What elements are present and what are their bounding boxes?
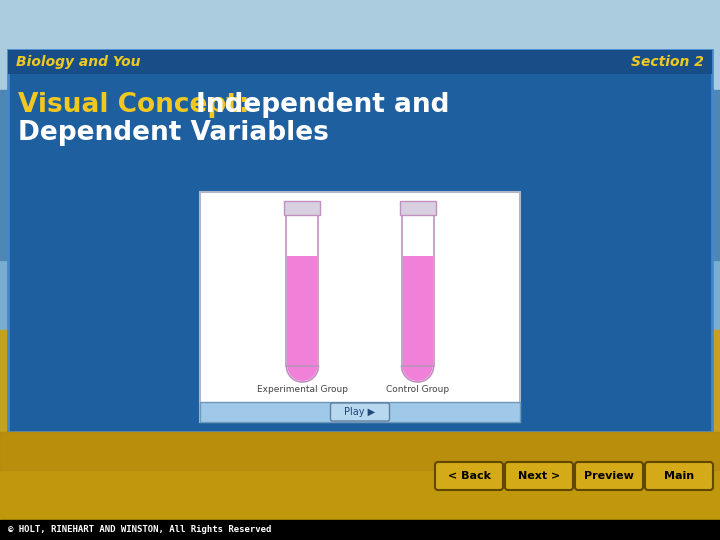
Wedge shape [402, 366, 433, 381]
Text: Experimental Group: Experimental Group [257, 385, 348, 394]
Bar [8, 50, 712, 74]
Bar [287, 215, 318, 366]
FancyBboxPatch shape [575, 462, 643, 490]
Text: Section 2: Section 2 [631, 55, 704, 69]
Text: Control Group: Control Group [386, 385, 449, 394]
FancyBboxPatch shape [505, 462, 573, 490]
Bar [0, 432, 720, 520]
Bar [0, 0, 720, 110]
Bar [284, 201, 320, 215]
Bar [400, 201, 436, 215]
Text: Preview: Preview [584, 471, 634, 481]
Text: < Back: < Back [448, 471, 490, 481]
Text: Independent and: Independent and [196, 92, 449, 118]
Bar [0, 432, 720, 470]
Text: Next >: Next > [518, 471, 560, 481]
Bar [287, 256, 318, 366]
Bar [8, 50, 712, 432]
FancyBboxPatch shape [645, 462, 713, 490]
Bar [200, 402, 520, 422]
Bar [200, 192, 520, 422]
Bar [402, 215, 433, 366]
Bar [0, 520, 720, 540]
Text: Visual Concept:: Visual Concept: [18, 92, 258, 118]
Wedge shape [402, 366, 433, 382]
Bar [402, 256, 433, 366]
Text: Main: Main [664, 471, 694, 481]
Text: Play ▶: Play ▶ [344, 407, 376, 417]
Wedge shape [287, 366, 318, 382]
Text: © HOLT, RINEHART AND WINSTON, All Rights Reserved: © HOLT, RINEHART AND WINSTON, All Rights… [8, 525, 271, 535]
Bar [287, 215, 318, 366]
Bar [0, 330, 720, 450]
FancyBboxPatch shape [330, 403, 390, 421]
Bar [402, 215, 433, 366]
Wedge shape [287, 366, 318, 381]
Text: Biology and You: Biology and You [16, 55, 140, 69]
Text: Dependent Variables: Dependent Variables [18, 120, 329, 146]
FancyBboxPatch shape [435, 462, 503, 490]
Bar [0, 90, 720, 260]
